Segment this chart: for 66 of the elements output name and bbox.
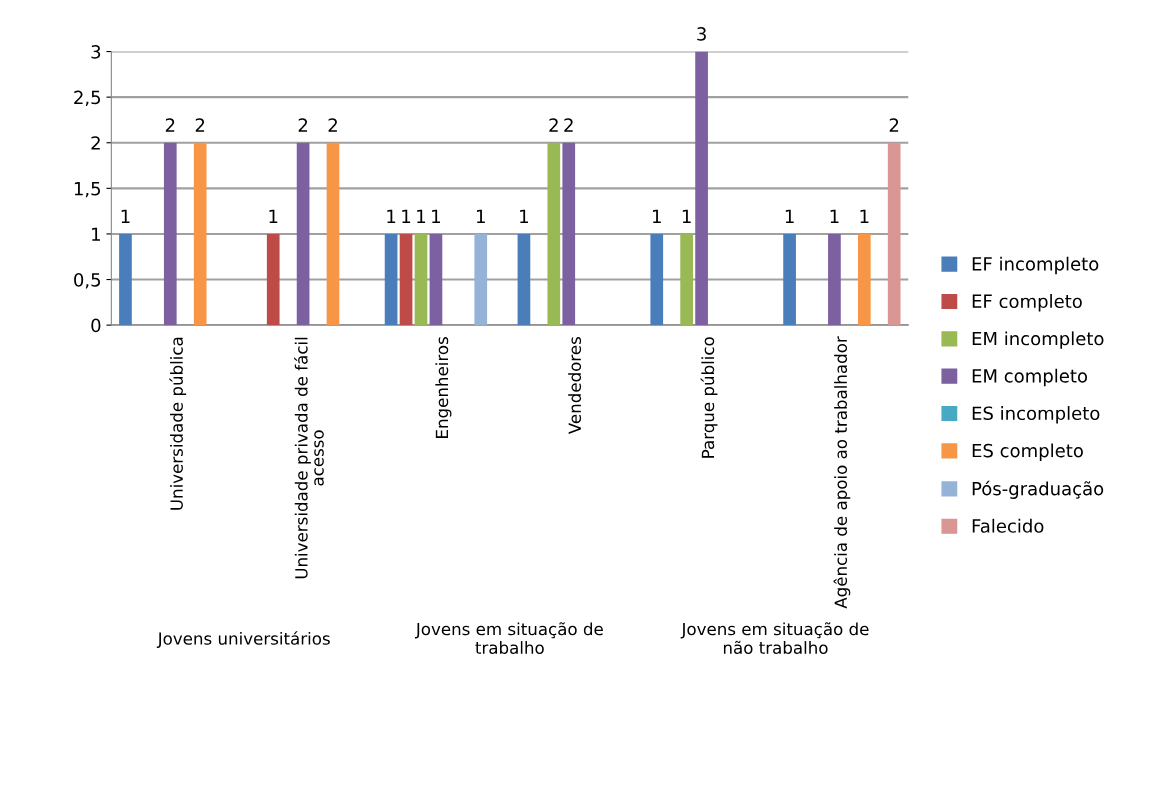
data-label: 1 bbox=[520, 209, 529, 223]
data-label: 1 bbox=[477, 209, 485, 223]
legend-label: EM incompleto bbox=[972, 331, 1104, 349]
data-label: 1 bbox=[682, 209, 691, 223]
y-tick-label: 1,5 bbox=[74, 182, 101, 198]
data-label: 2 bbox=[889, 118, 899, 132]
bar bbox=[783, 233, 796, 326]
bar bbox=[828, 233, 841, 326]
data-label: 2 bbox=[298, 118, 308, 132]
data-label: 1 bbox=[387, 209, 396, 223]
bar bbox=[562, 142, 576, 326]
x-tick-label: Agência de apoio ao trabalhador bbox=[833, 336, 851, 609]
legend-label: ES completo bbox=[972, 443, 1083, 461]
bar bbox=[517, 233, 531, 326]
bar bbox=[857, 233, 871, 326]
legend-label: EF incompleto bbox=[972, 256, 1099, 275]
y-tick-label: 2 bbox=[91, 136, 100, 150]
legend-label: EM completo bbox=[972, 368, 1088, 387]
data-label: 2 bbox=[195, 118, 205, 132]
x-tick-label: Vendedores bbox=[568, 337, 582, 435]
bar bbox=[547, 142, 561, 326]
y-tick-label: 0,5 bbox=[74, 272, 101, 289]
text: Jovens em situação de não trabalho bbox=[680, 622, 869, 654]
x-tick-label: Universidade privada de fácil acesso bbox=[294, 337, 324, 579]
x-tick-label: Engenheiros bbox=[435, 337, 452, 438]
bar bbox=[650, 233, 664, 326]
bar bbox=[119, 233, 132, 326]
bar bbox=[296, 142, 310, 326]
bar bbox=[326, 142, 340, 326]
bar bbox=[887, 142, 901, 326]
data-label: 1 bbox=[402, 209, 411, 223]
data-label: 1 bbox=[432, 209, 441, 223]
bar bbox=[163, 142, 177, 326]
data-label: 1 bbox=[860, 209, 869, 223]
text: Jovens em situação de trabalho bbox=[415, 622, 603, 654]
y-tick-label: 0 bbox=[91, 318, 101, 333]
legend-label: Falecido bbox=[972, 518, 1044, 533]
data-label: 1 bbox=[269, 209, 278, 223]
bar bbox=[695, 51, 708, 326]
data-label: 1 bbox=[785, 209, 794, 223]
data-label: 1 bbox=[121, 209, 130, 223]
data-label: 2 bbox=[328, 118, 337, 132]
bar bbox=[474, 233, 488, 326]
bar bbox=[429, 233, 443, 326]
legend-label: Pós-graduação bbox=[972, 480, 1104, 499]
y-tick-label: 2,5 bbox=[74, 90, 101, 107]
bar bbox=[266, 233, 280, 326]
bar bbox=[399, 233, 413, 326]
data-label: 2 bbox=[564, 118, 573, 132]
bar bbox=[680, 233, 693, 326]
y-tick-label: 1 bbox=[92, 227, 100, 241]
data-label: 1 bbox=[830, 209, 839, 223]
y-tick-label: 3 bbox=[91, 45, 101, 59]
data-label: 2 bbox=[165, 118, 175, 132]
data-label: 2 bbox=[549, 118, 558, 132]
data-label: 1 bbox=[417, 209, 426, 223]
bar bbox=[193, 142, 207, 326]
x-tick-label: Parque público bbox=[700, 337, 718, 458]
data-label: 3 bbox=[697, 27, 706, 41]
data-label: 1 bbox=[653, 209, 661, 223]
bar bbox=[414, 233, 428, 326]
legend-label: EF completo bbox=[972, 294, 1082, 312]
text: Jovens universitários bbox=[156, 631, 330, 648]
legend-label: ES incompleto bbox=[972, 406, 1100, 424]
x-tick-label: Universidade pública bbox=[169, 337, 187, 510]
bar bbox=[384, 233, 398, 326]
